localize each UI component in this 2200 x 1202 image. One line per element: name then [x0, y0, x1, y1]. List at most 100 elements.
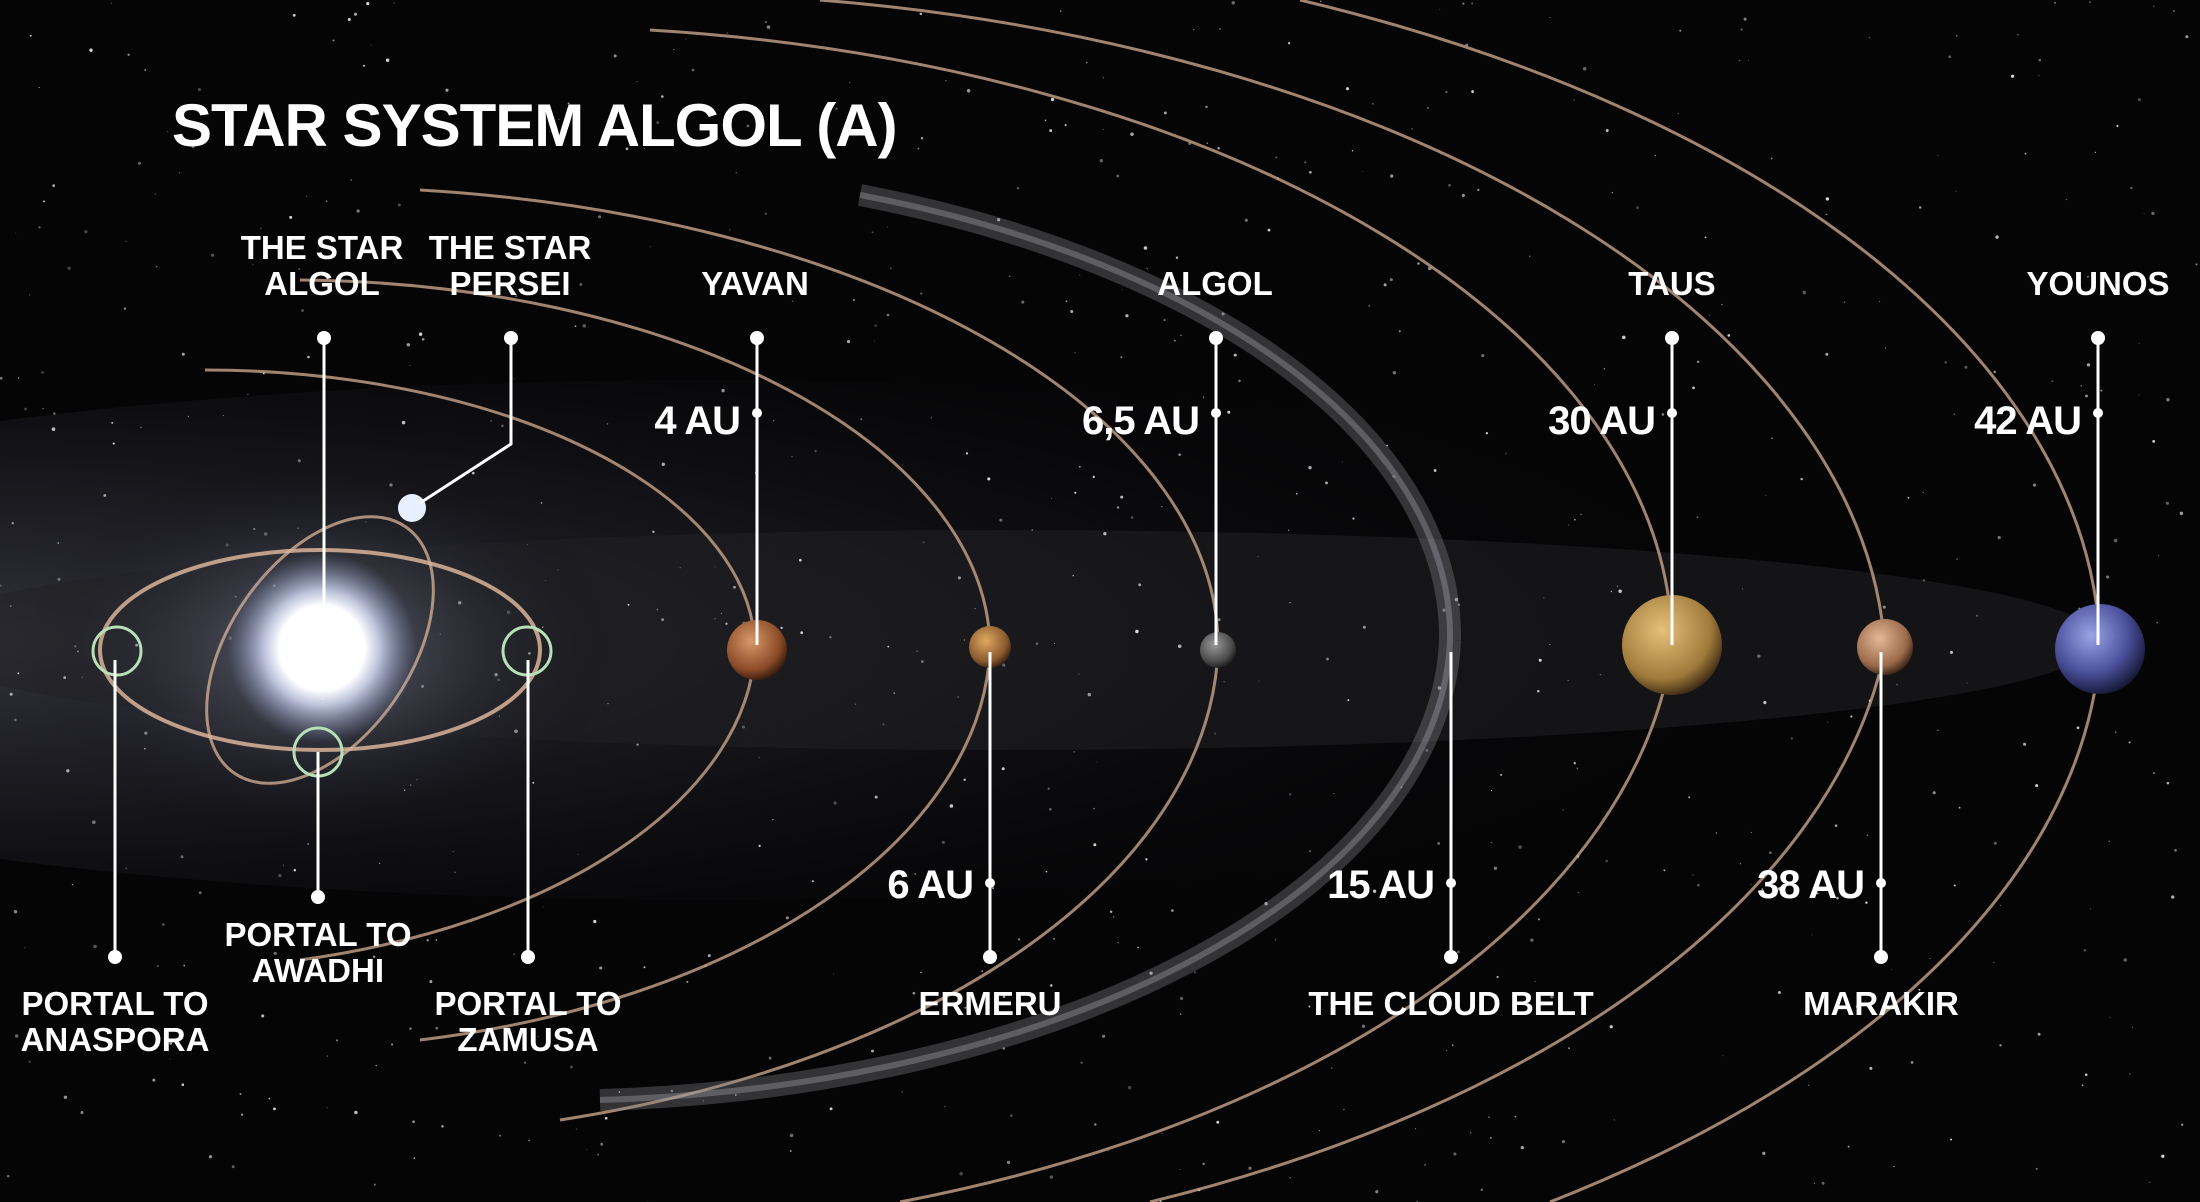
background-star	[1099, 159, 1103, 163]
background-star	[829, 1107, 833, 1111]
background-star	[181, 1083, 185, 1086]
background-star	[426, 939, 429, 942]
background-star	[2100, 389, 2103, 392]
background-star	[1442, 608, 1446, 612]
background-star	[1267, 228, 1271, 232]
background-star	[335, 1039, 339, 1042]
background-star	[429, 980, 433, 984]
background-star	[963, 639, 966, 641]
background-star	[789, 1150, 792, 1152]
background-star	[1425, 748, 1429, 752]
background-star	[1696, 360, 1700, 364]
background-star	[409, 1027, 412, 1030]
background-star	[123, 307, 126, 310]
background-star	[600, 1142, 604, 1146]
background-star	[1149, 971, 1153, 975]
background-star	[2156, 621, 2159, 624]
background-star	[1462, 2, 1465, 5]
background-star	[636, 80, 638, 82]
background-star	[811, 880, 814, 883]
background-star	[1534, 980, 1536, 983]
background-star	[1777, 990, 1781, 995]
background-star	[1002, 995, 1006, 999]
background-star	[413, 1157, 416, 1159]
background-star	[835, 107, 838, 110]
orbit-marakir	[819, 0, 1887, 651]
background-star	[316, 252, 319, 255]
background-star	[1958, 806, 1961, 809]
background-star	[758, 757, 760, 759]
background-star	[1130, 516, 1134, 519]
background-star	[1567, 524, 1570, 526]
background-star	[720, 612, 722, 615]
background-star	[855, 703, 857, 705]
background-star	[2051, 380, 2054, 383]
background-star	[1051, 497, 1053, 499]
background-star	[1738, 59, 1741, 62]
background-star	[1127, 1085, 1132, 1090]
background-star	[1454, 597, 1459, 602]
background-star	[301, 309, 304, 312]
background-star	[1050, 97, 1055, 102]
background-star	[647, 1199, 649, 1201]
background-star	[1580, 513, 1582, 516]
background-star	[2129, 1073, 2131, 1075]
star-algol	[227, 553, 417, 743]
background-star	[853, 299, 855, 301]
background-star	[67, 266, 71, 270]
background-star	[1094, 1123, 1097, 1126]
background-star	[670, 1089, 674, 1093]
background-star	[981, 970, 984, 973]
background-star	[375, 1064, 377, 1067]
background-star	[1550, 994, 1554, 999]
background-star	[1790, 737, 1793, 740]
background-star	[261, 1014, 265, 1018]
background-star	[454, 871, 456, 874]
background-star	[24, 947, 26, 949]
background-star	[1811, 934, 1813, 936]
background-star	[833, 801, 837, 805]
background-star	[1289, 793, 1292, 796]
background-star	[1768, 851, 1772, 855]
background-star	[679, 566, 682, 569]
background-star	[155, 265, 158, 268]
background-star	[0, 584, 2, 587]
background-star	[997, 218, 1001, 222]
background-star	[652, 530, 655, 533]
background-star	[579, 283, 583, 286]
cloud-belt	[599, 184, 1462, 1111]
background-star	[1417, 262, 1420, 265]
background-star	[1480, 1188, 1483, 1191]
background-star	[1102, 1034, 1106, 1038]
background-star	[412, 1120, 415, 1124]
background-star	[513, 378, 515, 380]
background-star	[1654, 154, 1656, 157]
background-star	[1078, 465, 1081, 468]
background-star	[197, 88, 201, 92]
background-star	[1257, 556, 1259, 558]
orbit-yavan-lower	[299, 649, 757, 962]
background-star	[1816, 892, 1819, 895]
background-star	[1825, 352, 1829, 356]
background-star	[1143, 246, 1148, 250]
orbit-taus-lower	[899, 649, 1674, 1202]
background-star	[154, 193, 156, 195]
svg-text:PORTAL TO: PORTAL TO	[21, 985, 208, 1022]
background-star	[1258, 680, 1260, 682]
background-star	[1611, 191, 1613, 194]
background-star	[1489, 1136, 1492, 1139]
background-star	[1573, 762, 1576, 765]
background-star	[1949, 650, 1954, 654]
background-star	[649, 246, 651, 248]
background-star	[1549, 643, 1551, 646]
background-star	[1325, 481, 1328, 485]
background-star	[1001, 767, 1005, 771]
background-star	[1738, 163, 1740, 165]
background-star	[2109, 1016, 2111, 1018]
background-star	[974, 608, 976, 610]
background-star	[1361, 1024, 1366, 1028]
background-star	[2123, 958, 2127, 962]
background-star	[1778, 887, 1782, 891]
background-star	[2179, 511, 2184, 516]
background-star	[1383, 283, 1387, 287]
